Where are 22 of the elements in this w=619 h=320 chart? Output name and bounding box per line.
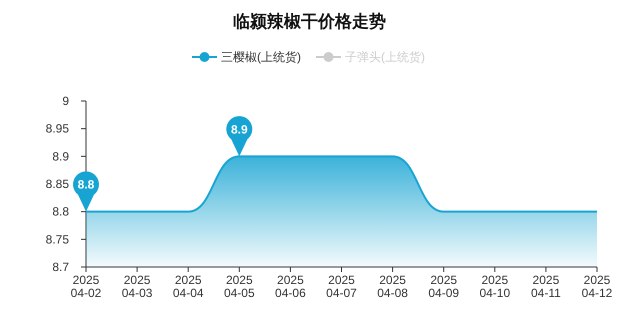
x-tick-label: 2025 04-12 — [582, 273, 613, 300]
y-tick-label: 8.75 — [46, 232, 70, 246]
y-tick-label: 8.7 — [52, 260, 70, 274]
y-tick-label: 8.9 — [52, 149, 70, 164]
x-tick-label: 2025 04-06 — [275, 273, 306, 300]
y-tick-label: 9 — [62, 94, 70, 108]
legend-label: 三樱椒(上统货) — [221, 50, 301, 64]
x-tick-label: 2025 04-11 — [530, 273, 562, 300]
y-tick-label: 8.8 — [52, 204, 70, 219]
y-tick-label: 8.85 — [46, 177, 70, 191]
y-tick-label: 8.95 — [46, 122, 70, 136]
x-tick-label: 2025 04-05 — [224, 273, 255, 300]
x-tick-label: 2025 04-07 — [326, 273, 358, 300]
annotation: 8.8 — [78, 178, 95, 192]
x-tick-label: 2025 04-02 — [70, 273, 102, 300]
x-tick-label: 2025 04-09 — [428, 273, 460, 300]
x-tick-label: 2025 04-03 — [122, 273, 153, 300]
annotation: 8.9 — [230, 122, 248, 136]
x-tick-label: 2025 04-08 — [377, 273, 408, 300]
x-tick-label: 2025 04-10 — [479, 273, 510, 300]
chart-title: 临颍辣椒干价格走势 — [233, 12, 386, 31]
x-tick-label: 2025 04-04 — [172, 273, 204, 300]
